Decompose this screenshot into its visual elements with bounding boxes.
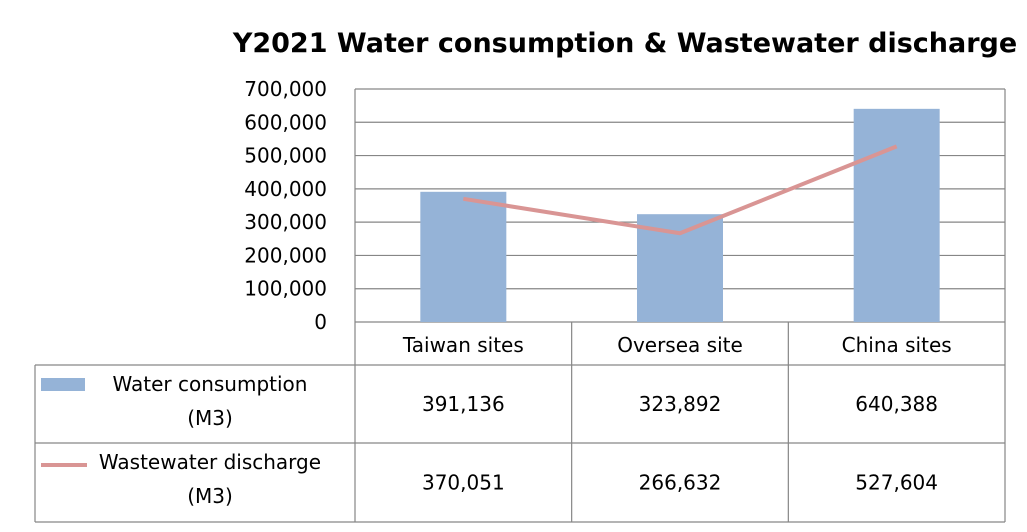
x-category-label: Taiwan sites bbox=[402, 333, 524, 357]
y-tick-label: 500,000 bbox=[244, 144, 327, 168]
x-category-label: China sites bbox=[842, 333, 952, 357]
data-value-label: 527,604 bbox=[855, 471, 938, 495]
chart-title: Y2021 Water consumption & Wastewater dis… bbox=[232, 28, 1017, 59]
bar-series bbox=[420, 108, 940, 322]
data-value-label: 370,051 bbox=[422, 471, 505, 495]
legend-series-unit: (M3) bbox=[187, 484, 233, 508]
data-value-label: 640,388 bbox=[855, 392, 938, 416]
series-line bbox=[463, 144, 898, 236]
legend-series-name: Wastewater discharge bbox=[99, 450, 321, 474]
legend-key-water bbox=[41, 378, 85, 391]
y-tick-label: 400,000 bbox=[244, 177, 327, 201]
y-tick-label: 300,000 bbox=[244, 210, 327, 234]
data-value-label: 266,632 bbox=[639, 471, 722, 495]
y-tick-label: 100,000 bbox=[244, 277, 327, 301]
bar bbox=[853, 108, 940, 322]
data-table: Taiwan sites Oversea site China sites Water… bbox=[34, 322, 1006, 523]
legend-series-name: Water consumption bbox=[113, 372, 308, 396]
y-tick-label: 600,000 bbox=[244, 110, 327, 134]
y-tick-label: 700,000 bbox=[244, 77, 327, 101]
line-series bbox=[463, 144, 898, 236]
x-category-label: Oversea site bbox=[617, 333, 743, 357]
legend-series-unit: (M3) bbox=[187, 406, 233, 430]
y-tick-label: 200,000 bbox=[244, 243, 327, 267]
y-axis-ticks: 700,000 600,000 500,000 400,000 300,000 200,0… bbox=[244, 77, 327, 334]
bar bbox=[420, 191, 507, 322]
data-value-label: 323,892 bbox=[639, 392, 722, 416]
y-tick-label: 0 bbox=[314, 310, 327, 334]
data-value-label: 391,136 bbox=[422, 392, 505, 416]
